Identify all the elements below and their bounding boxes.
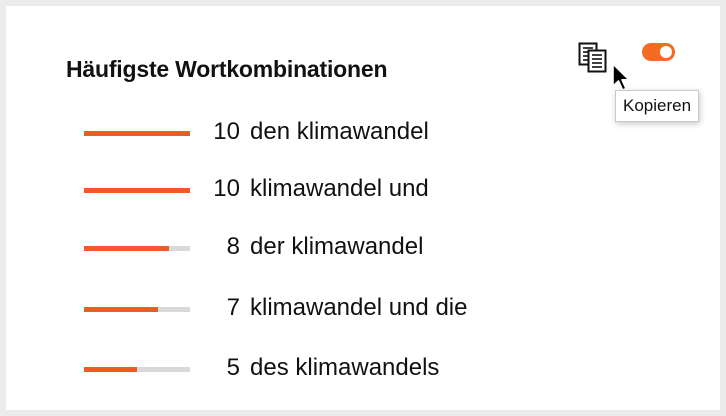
word-combination: klimawandel und die (250, 294, 468, 321)
frequency-bar-fill (84, 188, 190, 193)
frequency-bar-fill (84, 307, 159, 312)
list-item: 5 des klimawandels (84, 353, 684, 383)
frequency-bar-fill (84, 246, 169, 251)
frequency-bar-fill (84, 131, 190, 136)
frequency-count: 7 (226, 294, 240, 321)
mouse-pointer-icon (612, 63, 630, 91)
frequency-bar (84, 246, 190, 251)
list-item: 10 klimawandel und (84, 174, 684, 204)
display-toggle[interactable] (642, 43, 675, 61)
frequency-count: 10 (213, 175, 240, 202)
frequency-bar (84, 131, 190, 136)
list-item: 8 der klimawandel (84, 232, 684, 262)
word-combination: der klimawandel (250, 233, 424, 260)
frequency-count: 8 (226, 233, 240, 260)
word-combination: klimawandel und (250, 175, 429, 202)
frequency-bar (84, 188, 190, 193)
toggle-knob (660, 46, 672, 58)
copy-tooltip: Kopieren (615, 90, 700, 122)
frequency-bar (84, 307, 190, 312)
frequency-bar (84, 367, 190, 372)
word-combination: des klimawandels (250, 354, 440, 381)
list-item: 10 den klimawandel (84, 117, 684, 147)
word-combination: den klimawandel (250, 118, 429, 145)
frequency-bar-fill (84, 367, 137, 372)
word-combinations-panel: Häufigste Wortkombinationen Kopieren 10 … (6, 6, 720, 410)
frequency-count: 5 (226, 354, 240, 381)
copy-icon (578, 42, 607, 73)
list-item: 7 klimawandel und die (84, 293, 684, 323)
panel-title: Häufigste Wortkombinationen (66, 56, 388, 82)
frequency-count: 10 (213, 118, 240, 145)
copy-button[interactable] (578, 42, 608, 74)
